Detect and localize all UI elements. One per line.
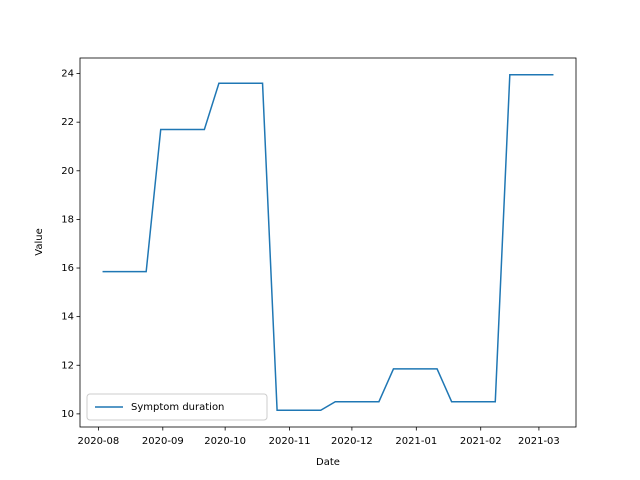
legend-label: Symptom duration xyxy=(131,402,224,413)
x-tick-label: 2021-01 xyxy=(395,436,437,447)
y-tick-label: 22 xyxy=(61,117,74,128)
y-tick-label: 14 xyxy=(61,312,74,323)
x-axis-label: Date xyxy=(316,457,340,468)
data-line xyxy=(102,74,554,411)
plot-frame xyxy=(79,57,577,428)
y-tick-label: 16 xyxy=(61,263,74,274)
legend-box xyxy=(86,393,268,421)
x-tick-label: 2021-03 xyxy=(518,436,560,447)
y-tick-label: 10 xyxy=(61,409,74,420)
x-tick-label: 2020-11 xyxy=(269,436,311,447)
x-tick-label: 2020-09 xyxy=(142,436,184,447)
x-tick-label: 2020-08 xyxy=(77,436,119,447)
y-axis-label: Value xyxy=(34,228,45,255)
x-tick-label: 2020-10 xyxy=(204,436,246,447)
y-tick-label: 20 xyxy=(61,166,74,177)
x-tick-label: 2021-02 xyxy=(460,436,502,447)
y-tick-label: 12 xyxy=(61,360,74,371)
y-tick-label: 18 xyxy=(61,214,74,225)
y-tick-label: 24 xyxy=(61,69,74,80)
x-tick-label: 2020-12 xyxy=(331,436,373,447)
